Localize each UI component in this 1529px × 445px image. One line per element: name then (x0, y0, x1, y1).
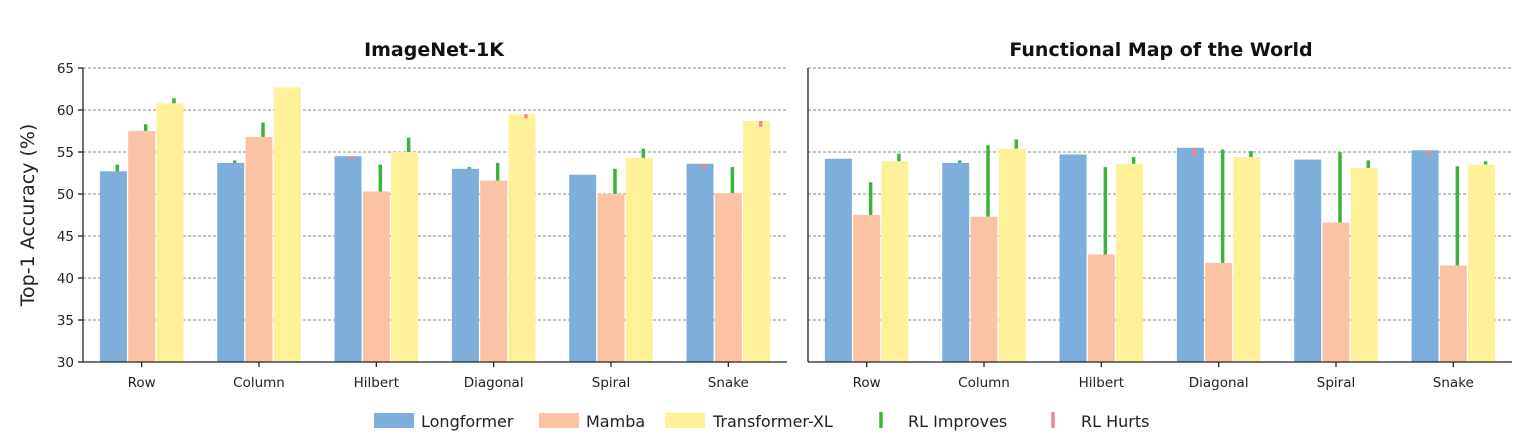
bar-transformer-xl-snake (743, 120, 771, 362)
x-tick-label: Snake (1433, 375, 1474, 391)
bar-longformer-row (99, 171, 127, 362)
legend-swatch-transformer-xl (665, 413, 705, 428)
bar-mamba-column (245, 136, 273, 362)
legend-label-transformer-xl: Transformer-XL (712, 412, 833, 431)
x-tick-label: Diagonal (464, 375, 524, 391)
x-tick-label: Snake (708, 375, 749, 391)
x-tick-label: Column (958, 375, 1010, 391)
bar-mamba-spiral (597, 194, 625, 362)
legend-label-mamba: Mamba (586, 412, 645, 431)
bar-transformer-xl-spiral (625, 157, 653, 362)
x-tick-label: Spiral (592, 375, 630, 391)
bar-transformer-xl-column (998, 148, 1026, 362)
y-axis-label: Top-1 Accuracy (%) (17, 124, 39, 308)
chart-title: Functional Map of the World (1009, 39, 1312, 61)
bar-longformer-diagonal (1176, 147, 1204, 362)
x-tick-label: Hilbert (354, 375, 399, 391)
legend-label-rl-hurts: RL Hurts (1081, 412, 1149, 431)
bar-transformer-xl-spiral (1350, 167, 1378, 362)
legend-swatch-mamba (539, 413, 579, 428)
chart-panel-fmow: Functional Map of the World Row Column Hil… (807, 39, 1512, 391)
bar-longformer-snake (1411, 150, 1439, 362)
legend: Longformer Mamba Transformer-XL RL Impro… (374, 412, 1149, 431)
bar-longformer-row (824, 158, 852, 362)
x-tick-label: Diagonal (1189, 375, 1249, 391)
legend-swatch-longformer (374, 413, 414, 428)
bar-mamba-spiral (1322, 222, 1350, 362)
x-tick-label: Row (128, 375, 156, 391)
y-tick-label: 40 (57, 271, 74, 287)
chart-panel-imagenet: ImageNet-1K 30 35 40 45 50 55 60 65 Row Column Hil… (57, 39, 787, 391)
bar-mamba-hilbert (1087, 254, 1115, 362)
bar-transformer-xl-hilbert (391, 152, 419, 362)
bar-longformer-column (942, 162, 970, 362)
bar-longformer-spiral (569, 174, 597, 362)
bar-longformer-hilbert (334, 156, 362, 362)
bar-mamba-diagonal (1205, 262, 1233, 362)
y-tick-label: 65 (57, 61, 74, 77)
x-tick-label: Hilbert (1079, 375, 1124, 391)
bar-mamba-snake (1439, 265, 1467, 362)
bar-mamba-row (853, 215, 881, 362)
bar-longformer-spiral (1294, 159, 1322, 362)
bar-transformer-xl-row (881, 161, 909, 362)
bar-transformer-xl-row (156, 103, 184, 362)
bar-mamba-column (970, 216, 998, 362)
bar-transformer-xl-diagonal (1233, 157, 1261, 362)
chart-title: ImageNet-1K (364, 39, 505, 61)
bar-mamba-hilbert (362, 191, 390, 362)
bar-longformer-column (217, 162, 245, 362)
bar-transformer-xl-column (273, 87, 301, 362)
x-tick-label: Column (233, 375, 285, 391)
x-tick-label: Spiral (1317, 375, 1355, 391)
y-tick-label: 35 (57, 313, 74, 329)
y-tick-label: 45 (57, 229, 74, 245)
bar-longformer-diagonal (451, 168, 479, 362)
bar-mamba-snake (714, 193, 742, 362)
bar-mamba-diagonal (480, 180, 508, 362)
legend-label-rl-improves: RL Improves (908, 412, 1007, 431)
bar-transformer-xl-diagonal (508, 114, 536, 362)
bar-longformer-snake (686, 163, 714, 362)
legend-label-longformer: Longformer (421, 412, 514, 431)
bar-mamba-row (128, 131, 156, 362)
bar-longformer-hilbert (1059, 154, 1087, 362)
bar-transformer-xl-snake (1468, 164, 1496, 362)
bar-transformer-xl-hilbert (1116, 163, 1144, 362)
y-tick-label: 60 (57, 103, 74, 119)
y-tick-label: 55 (57, 145, 74, 161)
y-tick-label: 30 (57, 355, 74, 371)
y-tick-label: 50 (57, 187, 74, 203)
x-tick-label: Row (853, 375, 881, 391)
